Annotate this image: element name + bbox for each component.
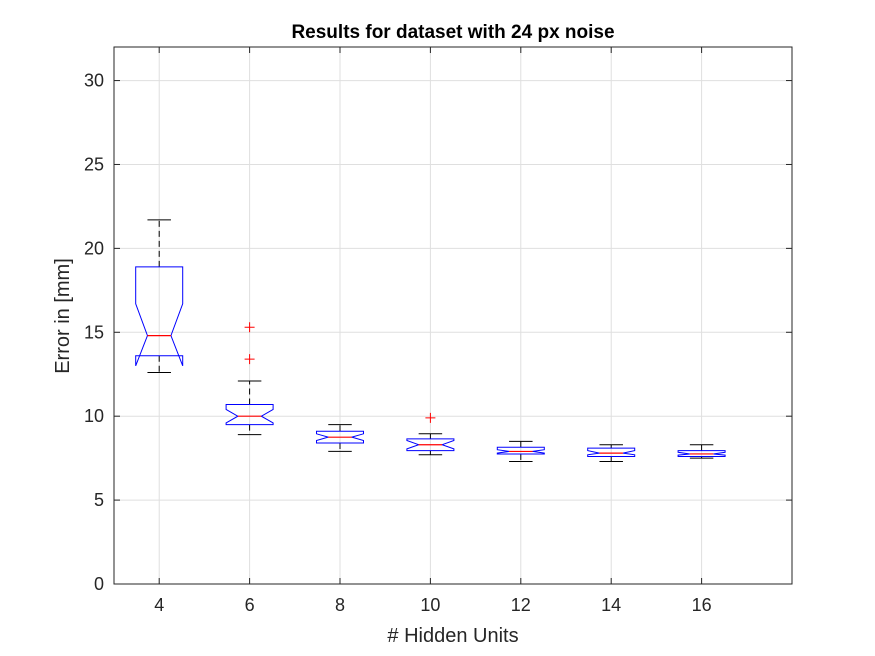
box-body xyxy=(496,446,545,455)
box-body xyxy=(587,447,636,457)
box-12 xyxy=(496,440,545,462)
y-tick-label: 25 xyxy=(84,154,104,174)
y-tick-label: 0 xyxy=(94,574,104,594)
outlier-marker xyxy=(425,412,436,423)
plot-frame xyxy=(113,46,793,585)
box-body xyxy=(225,403,274,426)
boxes xyxy=(135,219,726,462)
x-tick-label: 10 xyxy=(420,595,440,615)
outlier-marker xyxy=(244,322,255,333)
box-body xyxy=(315,430,365,444)
x-tick-label: 8 xyxy=(335,595,345,615)
box-body xyxy=(135,266,184,367)
grid-lines xyxy=(114,47,792,585)
y-tick-label: 10 xyxy=(84,406,104,426)
x-axis-label: # Hidden Units xyxy=(387,625,518,647)
x-tick-label: 14 xyxy=(601,595,621,615)
box-body xyxy=(677,450,726,457)
y-tick-label: 20 xyxy=(84,238,104,258)
box-4 xyxy=(135,219,184,374)
chart-title: Results for dataset with 24 px noise xyxy=(291,22,614,43)
y-tick-label: 15 xyxy=(84,322,104,342)
y-tick-label: 5 xyxy=(94,490,104,510)
x-tick-label: 6 xyxy=(245,595,255,615)
axis-ticks: 0 5 10 15 20 25 30 4 6 8 10 12 14 16 xyxy=(84,47,792,615)
box-8 xyxy=(315,424,365,452)
y-axis-label: Error in [mm] xyxy=(52,258,74,374)
y-tick-label: 30 xyxy=(84,71,104,91)
box-16 xyxy=(677,444,726,459)
box-body xyxy=(406,438,455,452)
box-14 xyxy=(587,444,636,462)
x-tick-label: 16 xyxy=(692,595,712,615)
outlier-marker xyxy=(244,354,255,365)
box-10 xyxy=(406,412,455,456)
x-tick-label: 4 xyxy=(154,595,164,615)
box-6 xyxy=(225,322,274,436)
x-tick-label: 12 xyxy=(511,595,531,615)
